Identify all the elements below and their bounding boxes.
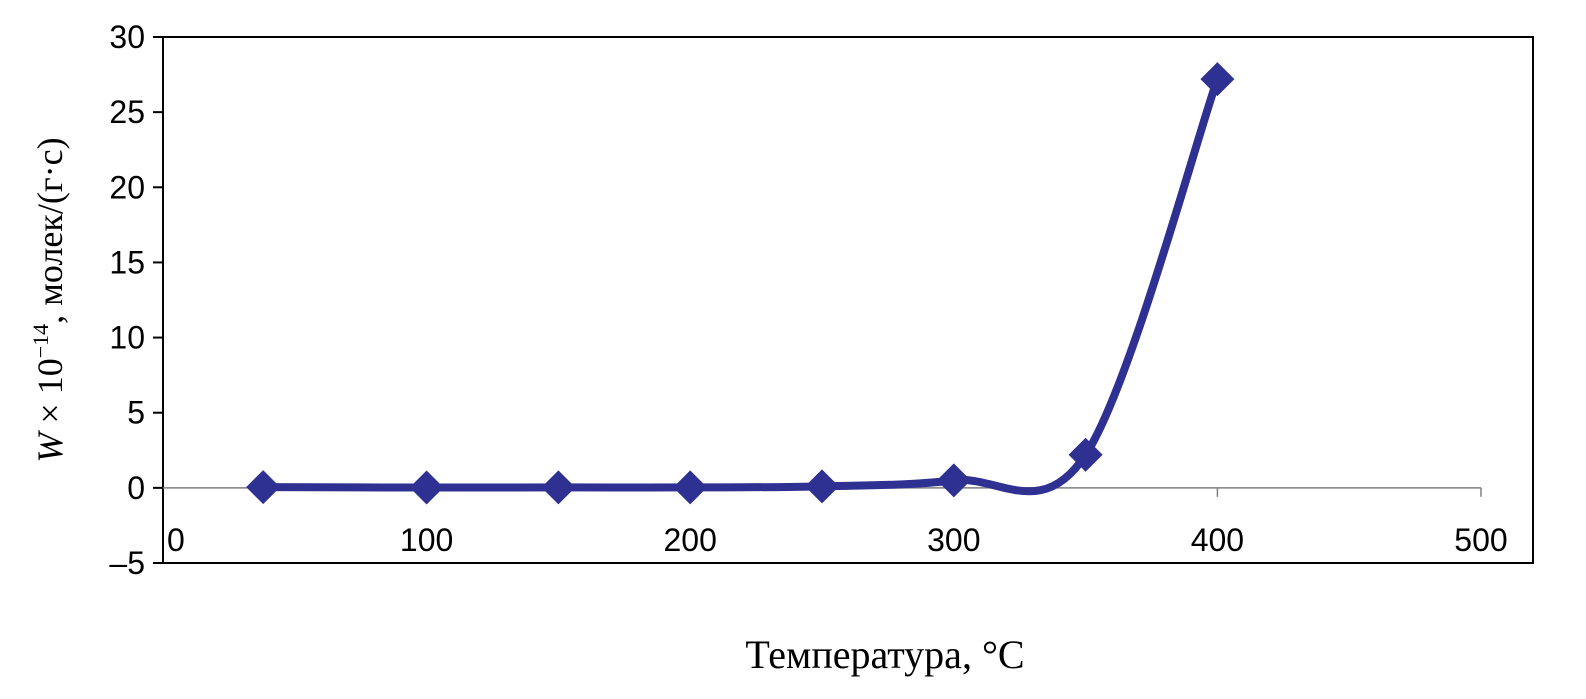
x-tick-label: 400 <box>1191 522 1244 558</box>
series-line <box>259 75 1222 496</box>
data-point-marker <box>541 470 576 505</box>
y-axis-label-exp: −14 <box>28 324 53 358</box>
x-tick-label: 0 <box>167 522 185 558</box>
x-tick-label: 300 <box>927 522 980 558</box>
data-point-marker <box>246 470 281 505</box>
y-axis-label-mult: × 10 <box>30 358 70 432</box>
x-axis-label: Температура, °C <box>745 632 1024 677</box>
x-tick-label: 500 <box>1454 522 1507 558</box>
series-layer <box>246 62 1235 505</box>
x-axis: 0 100 200 300 400 500 <box>167 487 1508 558</box>
y-tick-label: 15 <box>109 244 145 280</box>
data-point-marker <box>936 463 971 498</box>
y-tick-label: 20 <box>109 169 145 205</box>
y-tick-label: 25 <box>109 94 145 130</box>
data-point-marker <box>805 469 839 504</box>
y-axis-label-var: W <box>30 430 70 463</box>
y-tick-label: 10 <box>109 320 145 356</box>
data-point-marker <box>1200 62 1235 97</box>
y-tick-label: 0 <box>127 470 145 506</box>
data-point-marker <box>1068 437 1103 472</box>
y-tick-label: 5 <box>127 395 145 431</box>
y-tick-label: –5 <box>109 545 145 581</box>
y-axis-label: W × 10−14, молек/(г·с) <box>28 137 70 462</box>
y-tick-label: 30 <box>109 19 145 55</box>
data-point-marker <box>673 470 708 505</box>
y-axis: 30 25 20 15 10 5 0 –5 <box>109 19 163 581</box>
x-tick-label: 200 <box>664 522 717 558</box>
y-axis-label-unit: , молек/(г·с) <box>30 137 70 323</box>
data-point-marker <box>409 470 444 505</box>
x-tick-label: 100 <box>400 522 453 558</box>
